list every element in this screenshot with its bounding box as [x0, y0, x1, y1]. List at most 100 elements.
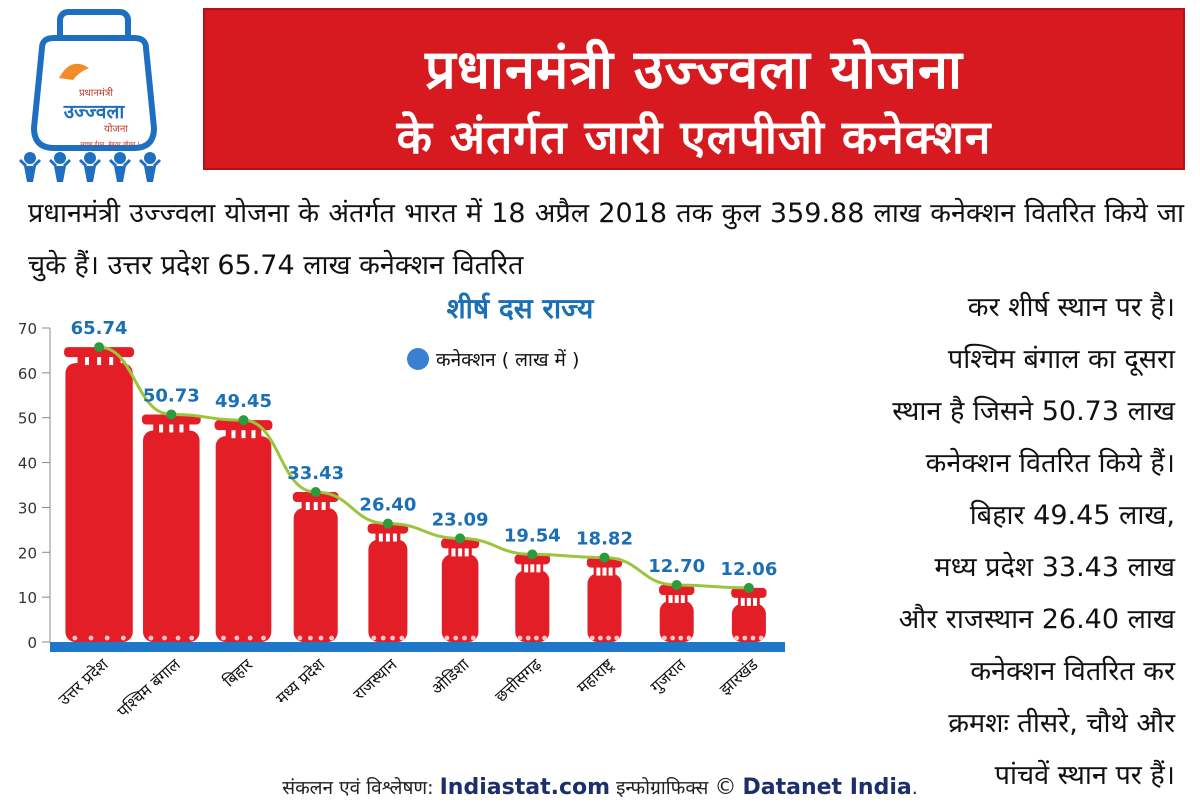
- bar-foot-dot: [261, 635, 266, 641]
- bar-foot-dot: [758, 635, 764, 641]
- footer-prefix: संकलन एवं विश्लेषण:: [282, 777, 434, 799]
- bar-slit: [524, 564, 529, 573]
- bar-foot-dot: [318, 635, 324, 641]
- y-tick-label: 20: [18, 544, 37, 562]
- bar-body: [215, 436, 272, 642]
- value-label: 26.40: [359, 495, 416, 516]
- footer-brand-datanet: Datanet India: [742, 775, 912, 800]
- bar-foot-dot: [72, 635, 78, 641]
- cylinder-bar: [659, 585, 695, 642]
- bar-slit: [84, 357, 89, 366]
- bar-foot-dot: [614, 635, 620, 641]
- bar-foot-dot: [308, 635, 313, 641]
- side-line: मध्य प्रदेश 33.43 लाख: [934, 552, 1175, 583]
- bar-cap: [441, 538, 480, 549]
- cylinder-bar: [141, 414, 201, 642]
- bar-foot-dot: [371, 635, 377, 641]
- bar-foot-dot: [297, 635, 303, 641]
- bar-slit: [241, 430, 246, 439]
- bar-foot-dot: [88, 635, 94, 641]
- y-tick-label: 30: [18, 499, 37, 517]
- side-line: पश्चिम बंगाल का दूसरा: [947, 344, 1175, 375]
- x-category-label: महाराष्ट्र: [573, 654, 618, 697]
- cylinder-bar: [586, 557, 623, 642]
- value-label: 19.54: [504, 525, 561, 546]
- value-label: 18.82: [576, 529, 633, 550]
- side-line: कनेक्शन वितरित किये हैं।: [925, 448, 1175, 479]
- data-point: [671, 580, 682, 591]
- side-line: स्थान है जिसने 50.73 लाख: [892, 396, 1175, 427]
- ujjwala-logo: प्रधानमंत्री उज्ज्वला योजना स्वच्छ ईंधन,…: [18, 9, 162, 182]
- bar-slit: [179, 424, 184, 433]
- value-label: 12.70: [648, 556, 705, 577]
- trend-line: [98, 345, 749, 590]
- bar-foot-dot: [670, 635, 676, 641]
- data-point: [94, 342, 105, 353]
- cylinder-bar: [441, 538, 480, 642]
- bar-slit: [451, 548, 456, 557]
- banner-title-line1: प्रधानमंत्री उज्ज्वला योजना: [425, 38, 963, 101]
- bar-slit: [392, 533, 397, 542]
- y-tick-label: 10: [18, 589, 37, 607]
- side-line: और राजस्थान 26.40 लाख: [898, 604, 1175, 635]
- y-tick-label: 40: [18, 455, 37, 473]
- people-icon: [18, 152, 162, 182]
- x-category-label: बिहार: [219, 655, 256, 691]
- bar-slit: [305, 502, 310, 511]
- bar-foot-dot: [525, 635, 531, 641]
- bar-foot-dot: [533, 635, 539, 641]
- data-point: [382, 518, 393, 529]
- bar-slit: [668, 595, 673, 604]
- x-category-label: झारखंड: [716, 655, 762, 699]
- bar-slit: [530, 564, 535, 573]
- x-category-label: राजस्थान: [349, 654, 401, 703]
- legend-label: कनेक्शन ( लाख में ): [436, 348, 579, 371]
- bar-foot-dot: [686, 635, 692, 641]
- data-point: [455, 533, 466, 544]
- cylinder-bar: [292, 492, 339, 642]
- bar-slit: [753, 597, 758, 606]
- svg-text:स्वच्छ ईंधन, बेहतर जीवन !: स्वच्छ ईंधन, बेहतर जीवन !: [80, 140, 139, 148]
- cylinder-bar: [514, 554, 551, 642]
- chart-title: शीर्ष दस राज्य: [447, 292, 595, 325]
- x-axis-bar: [50, 642, 785, 652]
- bar-foot-dot: [221, 635, 226, 641]
- bar-foot-dot: [175, 635, 181, 641]
- bar-foot-dot: [517, 635, 523, 641]
- bar-body: [293, 508, 338, 642]
- y-tick-label: 50: [18, 410, 37, 428]
- source-footer: संकलन एवं विश्लेषण: Indiastat.com इन्फोग…: [0, 771, 1200, 810]
- bar-foot-dot: [189, 635, 195, 641]
- side-line: पांचवें स्थान पर हैं।: [994, 760, 1175, 791]
- y-tick-label: 0: [27, 634, 37, 652]
- side-line: बिहार 49.45 लाख,: [969, 500, 1175, 531]
- data-point: [238, 415, 249, 426]
- bar-foot-dot: [380, 635, 386, 641]
- bar-foot-dot: [470, 635, 476, 641]
- x-category-label: मध्य प्रदेश: [272, 654, 329, 708]
- data-point: [527, 549, 538, 560]
- intro-paragraph: प्रधानमंत्री उज्ज्वला योजना के अंतर्गत भ…: [28, 198, 1184, 281]
- connections-bar-chart: शीर्ष दस राज्य कनेक्शन ( लाख में ) 0 10 20…: [18, 292, 785, 721]
- bar-foot-dot: [662, 635, 667, 641]
- bar-foot-dot: [598, 635, 603, 641]
- side-paragraph: कर शीर्ष स्थान पर है। पश्चिम बंगाल का दू…: [770, 282, 1175, 802]
- bar-slit: [596, 567, 601, 576]
- bar-foot-dot: [120, 635, 126, 641]
- bar-body: [587, 573, 622, 642]
- bar-foot-dot: [444, 635, 450, 641]
- legend-dot-icon: [407, 348, 429, 370]
- svg-text:उज्ज्वला: उज्ज्वला: [63, 101, 126, 123]
- bar-foot-dot: [148, 635, 154, 641]
- bar-slit: [740, 597, 745, 606]
- bar-foot-dot: [742, 635, 748, 641]
- bar-slit: [378, 533, 383, 542]
- bar-foot-dot: [589, 635, 595, 641]
- chart-legend: कनेक्शन ( लाख में ): [407, 348, 579, 371]
- data-point: [743, 582, 754, 593]
- bar-foot-dot: [247, 635, 253, 641]
- bar-slit: [313, 502, 318, 511]
- bar-slit: [109, 357, 114, 366]
- cylinder-bar: [367, 523, 409, 642]
- bar-slit: [169, 424, 174, 433]
